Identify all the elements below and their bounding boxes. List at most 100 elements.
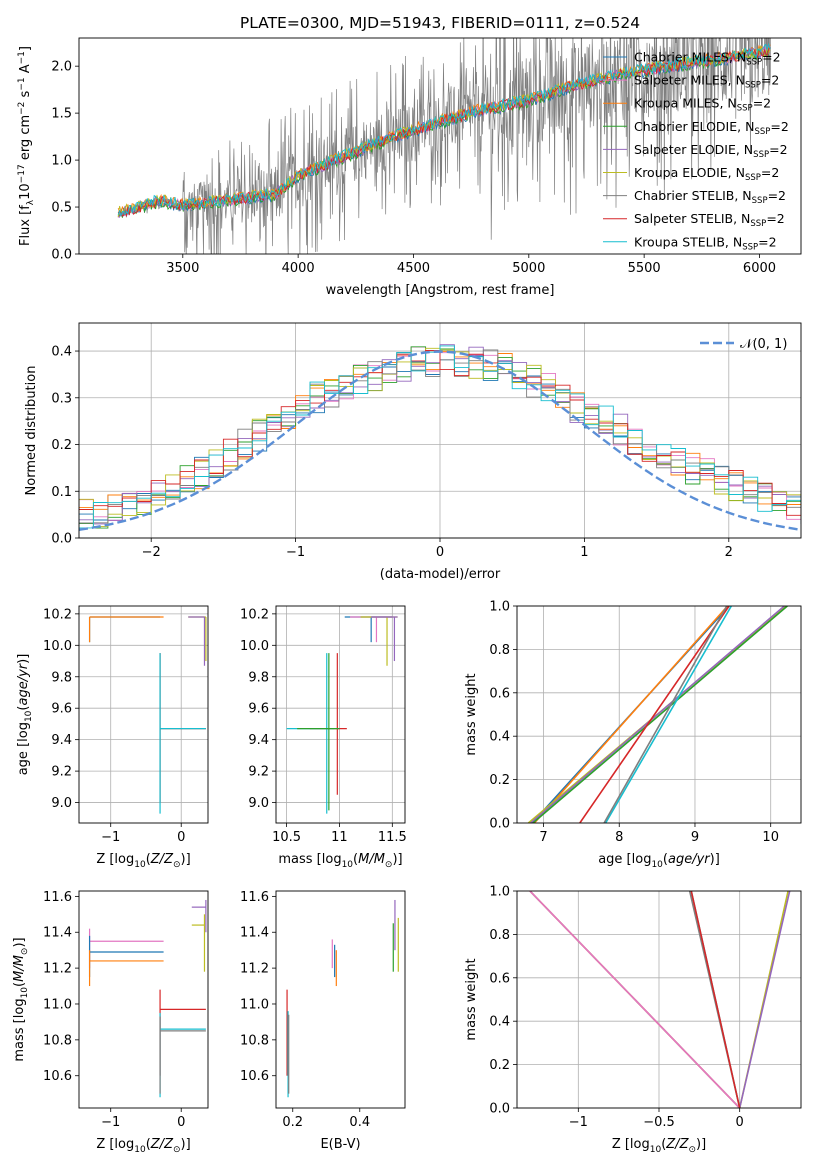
label-part: ] [18, 46, 33, 51]
histogram-series-line [79, 347, 801, 527]
label-part: Z [log [612, 1137, 650, 1152]
x-tick-label: 7 [539, 830, 547, 845]
label-part: ( [146, 852, 151, 867]
panel-residuals: −2 −1 0 1 2 0.0 0.1 0.2 0.3 0.4 (data-model)/error… [24, 322, 802, 582]
label-part: mass [log [278, 852, 341, 867]
label-part: =2 [761, 165, 779, 180]
label-part: Z [log [96, 852, 134, 867]
axes-frame [516, 890, 802, 1109]
y-axis-label: mass weight [464, 958, 479, 1040]
label-part: )] [181, 1137, 191, 1152]
legend-label: Chabrier MILES, NSSP=2 [634, 50, 781, 68]
y-tick-label: 10.6 [43, 1069, 72, 1084]
mass-weight-line [532, 606, 788, 823]
y-tick-label: 11.2 [240, 962, 269, 977]
gaussian-curve [79, 350, 801, 531]
panel-spectrum: 3500 4000 4500 5000 5500 6000 0.0 0.5 1.0 1.5 2.0 w… [17, 37, 802, 298]
label-part: Salpeter MILES, N [634, 73, 745, 88]
y-tick-label: 11.6 [43, 890, 72, 905]
y-tick-label: 1.0 [51, 154, 72, 169]
x-axis-label: wavelength [Angstrom, rest frame] [326, 283, 555, 298]
label-part: =2 [769, 142, 787, 157]
plot-area-massweight-vs-Z [529, 891, 791, 1108]
label-part: Salpeter STELIB, N [634, 211, 750, 226]
y-tick-label: 10.2 [240, 607, 269, 622]
x-tick-label: 4000 [282, 261, 315, 276]
y-tick-label: 9.6 [248, 702, 269, 717]
label-part: =2 [762, 50, 780, 65]
panel-age-vs-mass: 10.5 11 11.5 9.0 9.2 9.4 9.6 9.8 10.0 10.2 mass [l… [240, 605, 407, 870]
y-tick-label: 9.2 [248, 765, 269, 780]
legend-label: Kroupa MILES, NSSP=2 [634, 96, 771, 114]
label-part: SSP [737, 104, 753, 114]
label-part: SSP [754, 127, 770, 137]
x-tick-label: −2 [142, 545, 161, 560]
y-tick-label: 2.0 [51, 60, 72, 75]
x-tick-label: 6000 [743, 261, 776, 276]
y-tick-label: 9.2 [51, 765, 72, 780]
label-part: ⊙ [20, 948, 30, 956]
y-tick-label: 10.0 [43, 639, 72, 654]
x-tick-label: 10.5 [272, 830, 301, 845]
label-part: ( [12, 982, 27, 987]
label-part: −17 [17, 164, 27, 183]
label-part: )] [696, 1137, 706, 1152]
y-axis-label: Flux [fλ10−17 erg cm−2 s−1 A−1] [17, 46, 36, 246]
label-part: Kroupa STELIB, N [634, 234, 742, 249]
spectrum-data-line [117, 38, 771, 254]
label-part: SSP [745, 81, 761, 91]
x-tick-label: 5000 [512, 261, 545, 276]
label-part: 10 [18, 183, 33, 200]
plot-area-age-vs-Z [88, 616, 207, 814]
histogram-series-line [79, 346, 801, 529]
x-tick-label: 4500 [397, 261, 430, 276]
plot-area-residuals [79, 344, 801, 531]
label-part: =2 [753, 96, 771, 111]
x-tick-label: 11 [331, 830, 348, 845]
y-tick-label: 0.4 [51, 345, 72, 360]
mass-weight-line [529, 891, 741, 1108]
legend-label: Chabrier STELIB, NSSP=2 [634, 188, 786, 206]
y-tick-label: 9.4 [51, 733, 72, 748]
x-tick-label: 5500 [628, 261, 661, 276]
y-tick-label: 1.5 [51, 107, 72, 122]
y-tick-label: 9.0 [51, 796, 72, 811]
label-part: SSP [753, 150, 769, 160]
label-part: A [18, 64, 33, 77]
y-tick-label: 0.4 [489, 730, 510, 745]
legend-label: Kroupa STELIB, NSSP=2 [634, 234, 777, 252]
histogram-series-line [79, 346, 801, 521]
label-part: −1 [17, 77, 27, 90]
legend-label: Chabrier ELODIE, NSSP=2 [634, 119, 789, 137]
label-part: )] [392, 852, 402, 867]
label-part: age [log [598, 852, 651, 867]
label-part: =2 [761, 73, 779, 88]
histogram-series-line [79, 345, 801, 529]
x-tick-label: 0.2 [282, 1115, 303, 1130]
label-part: Chabrier STELIB, N [634, 188, 752, 203]
label-part: SSP [745, 173, 761, 183]
y-tick-label: 11.4 [240, 926, 269, 941]
label-part: =2 [770, 119, 788, 134]
plot-area-mass-vs-ebv [286, 899, 399, 1098]
label-part: λ [26, 199, 36, 205]
label-part: ⊙ [385, 860, 393, 870]
y-tick-label: 0.2 [489, 773, 510, 788]
plot-area-massweight-vs-age [527, 606, 788, 823]
plot-area-mass-vs-Z [88, 899, 207, 1098]
label-part: s [18, 90, 33, 101]
axes-frame [78, 322, 802, 539]
label-part: )] [16, 654, 31, 664]
label-part: ⊙ [688, 1145, 696, 1155]
histogram-series-line [79, 350, 801, 516]
panel-mass-vs-ebv: 0.2 0.4 10.6 10.8 11.0 11.2 11.4 11.6 E(B-V) [240, 890, 406, 1152]
y-axis-label: mass [log10(M/M⊙)] [12, 937, 30, 1061]
label-part: Kroupa MILES, N [634, 96, 737, 111]
x-tick-label: 9 [691, 830, 699, 845]
y-tick-label: 9.8 [51, 670, 72, 685]
y-axis-label: age [log10(age/yr)] [16, 654, 34, 776]
label-part: Z [log [96, 1137, 134, 1152]
x-axis-label: E(B-V) [320, 1137, 360, 1152]
x-tick-label: −1 [101, 1115, 120, 1130]
